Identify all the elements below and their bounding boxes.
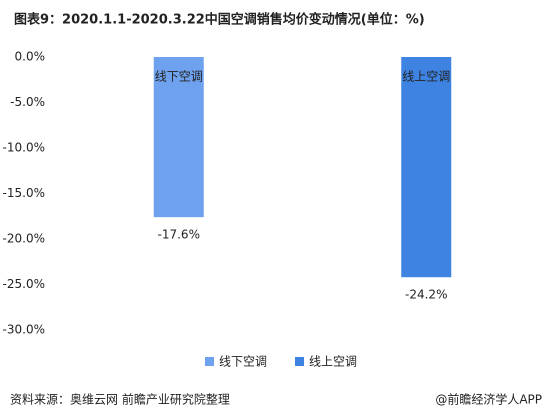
bar — [153, 57, 204, 218]
legend-label: 线下空调 — [219, 355, 267, 369]
chart-title: 图表9：2020.1.1-2020.3.22中国空调销售均价变动情况(单位：%) — [14, 12, 425, 28]
legend-label: 线上空调 — [309, 355, 357, 369]
category-label: 线下空调 — [155, 70, 203, 84]
y-tick-label: -20.0% — [3, 232, 45, 246]
y-tick-label: 0.0% — [15, 50, 46, 64]
source-note: 资料来源：奥维云网 前瞻产业研究院整理 — [10, 392, 230, 407]
category-label: 线上空调 — [402, 70, 450, 84]
legend-swatch — [205, 357, 214, 366]
credit: @前瞻经济学人APP — [435, 392, 542, 407]
data-label: -17.6% — [158, 228, 200, 242]
legend-swatch — [295, 357, 305, 366]
y-tick-label: -10.0% — [3, 141, 45, 155]
bar — [401, 57, 452, 278]
data-label: -24.2% — [405, 288, 447, 302]
y-tick-label: -30.0% — [3, 323, 45, 337]
y-tick-label: -15.0% — [3, 186, 45, 200]
y-tick-label: -5.0% — [10, 95, 45, 109]
y-tick-label: -25.0% — [3, 277, 45, 291]
